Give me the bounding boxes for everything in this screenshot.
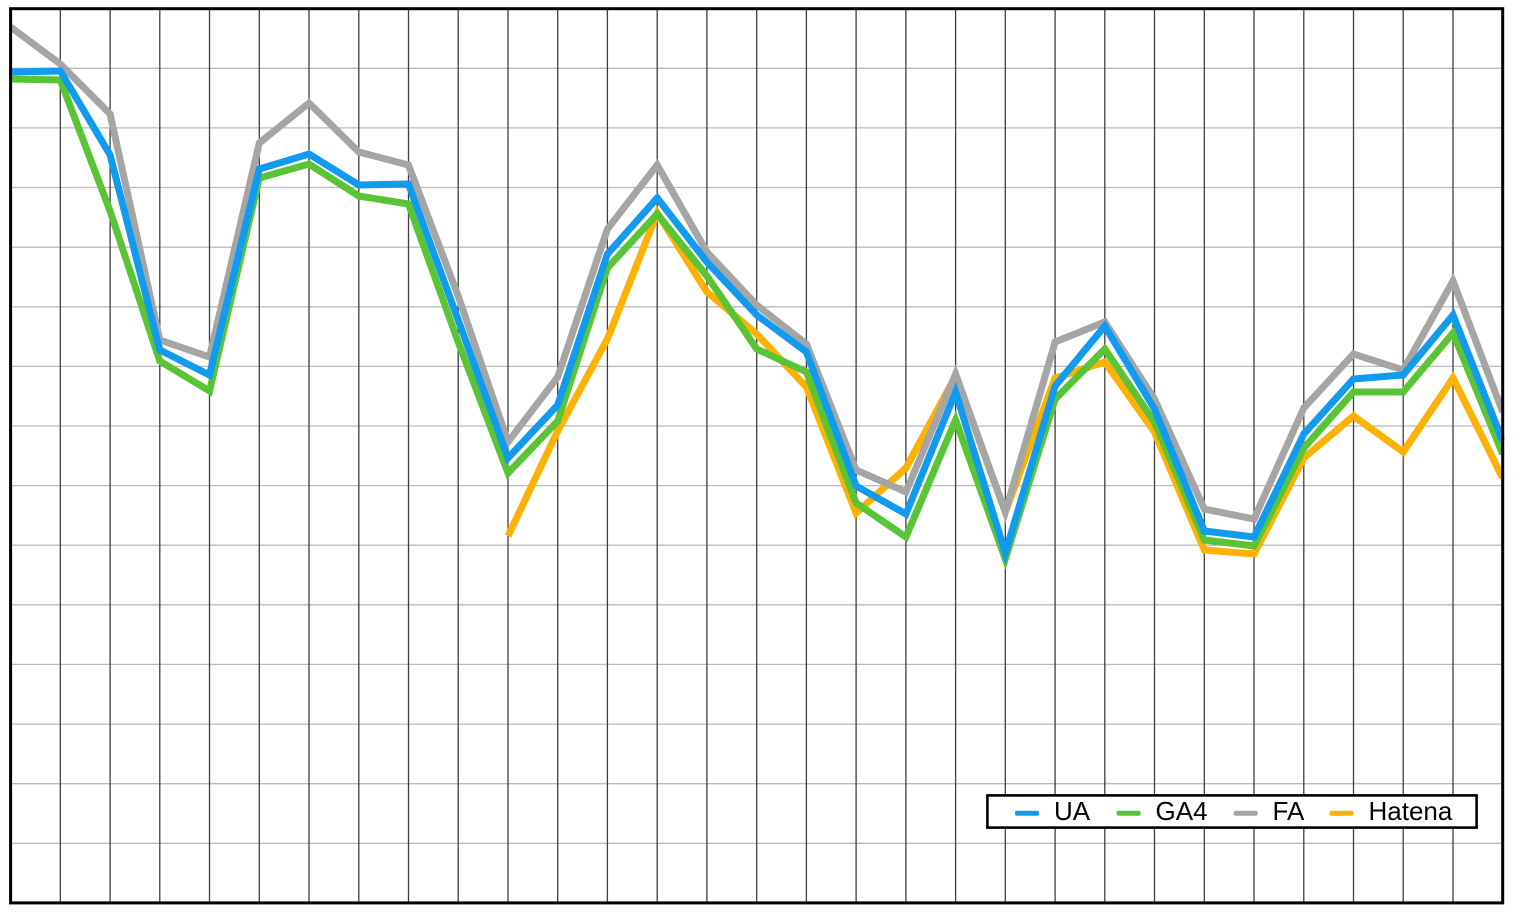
svg-text:Hatena: Hatena <box>1369 796 1453 826</box>
svg-text:GA4: GA4 <box>1156 796 1208 826</box>
svg-text:FA: FA <box>1273 796 1305 826</box>
svg-text:UA: UA <box>1054 796 1091 826</box>
